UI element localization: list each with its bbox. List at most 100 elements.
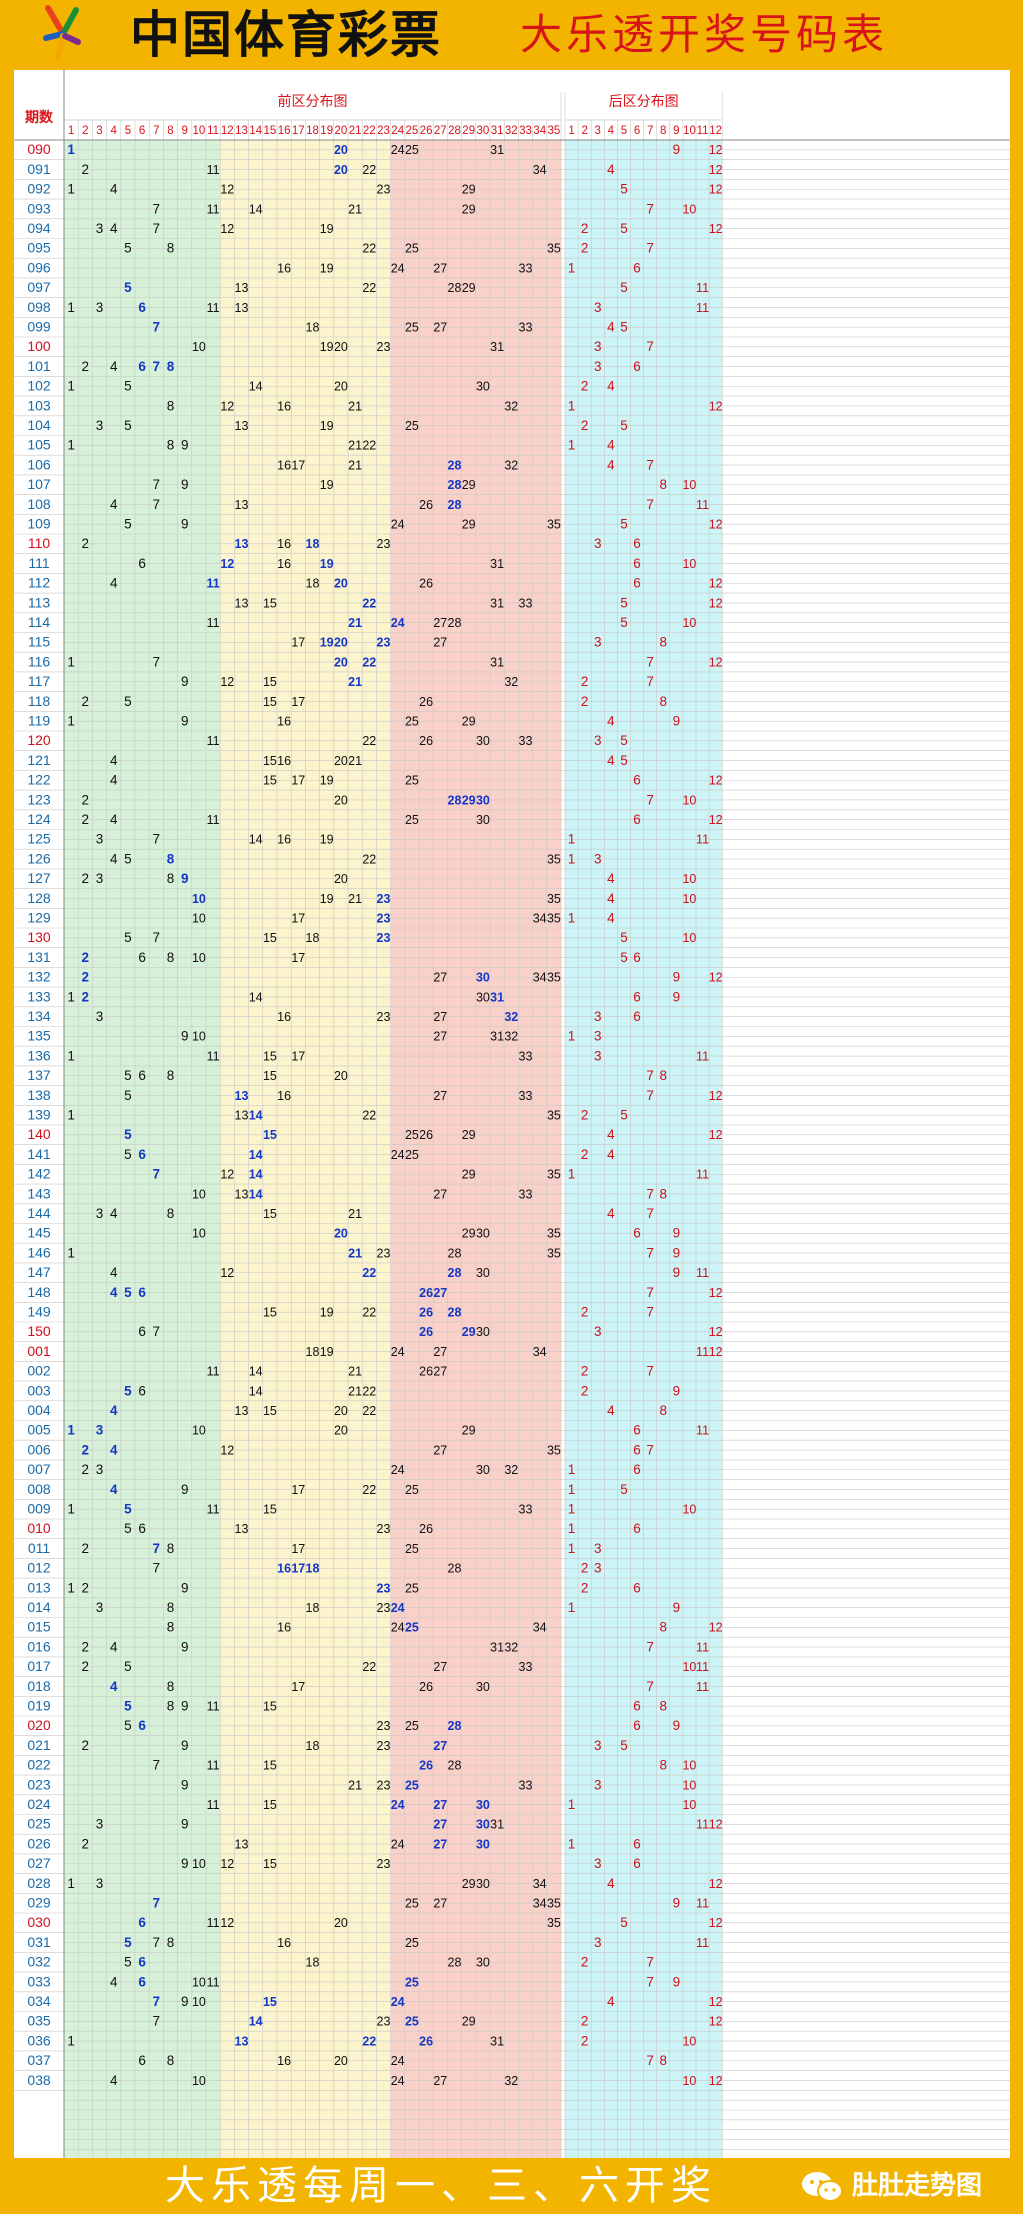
front-number: 21 xyxy=(348,458,362,472)
front-number: 14 xyxy=(249,1384,263,1398)
issue-label: 143 xyxy=(27,1185,51,1201)
front-number: 16 xyxy=(277,1010,291,1024)
lottery-logo-icon xyxy=(43,5,81,61)
front-number: 9 xyxy=(181,516,189,531)
back-number: 5 xyxy=(620,753,628,768)
front-number: 20 xyxy=(334,1227,348,1241)
front-number: 21 xyxy=(348,754,362,768)
front-number: 25 xyxy=(405,1148,419,1162)
issue-label: 135 xyxy=(27,1028,51,1044)
front-column-number: 7 xyxy=(153,125,159,137)
front-number: 30 xyxy=(476,380,490,394)
front-number: 25 xyxy=(405,320,419,334)
back-number: 7 xyxy=(646,1186,654,1201)
front-number: 16 xyxy=(277,399,291,413)
front-number: 22 xyxy=(362,596,376,610)
back-number: 8 xyxy=(659,635,667,650)
issue-label: 020 xyxy=(27,1717,51,1733)
front-number: 4 xyxy=(110,812,118,827)
back-number: 12 xyxy=(709,596,723,610)
front-number: 27 xyxy=(433,1896,447,1910)
front-number: 5 xyxy=(124,1521,132,1536)
back-number: 3 xyxy=(594,1009,602,1024)
front-number: 22 xyxy=(362,242,376,256)
front-number: 6 xyxy=(138,556,146,571)
front-number: 26 xyxy=(419,695,433,709)
front-number: 5 xyxy=(124,516,132,531)
front-number: 18 xyxy=(306,1562,320,1576)
front-number: 25 xyxy=(405,1936,419,1950)
back-number: 2 xyxy=(581,1107,589,1122)
front-number: 25 xyxy=(405,1975,419,1989)
front-number: 17 xyxy=(291,695,305,709)
front-number: 19 xyxy=(320,1305,334,1319)
front-number: 34 xyxy=(533,971,547,985)
issue-label: 118 xyxy=(28,693,51,709)
issue-label: 136 xyxy=(27,1047,51,1063)
front-number: 7 xyxy=(153,1561,161,1576)
front-number: 1 xyxy=(67,438,75,453)
front-number: 25 xyxy=(405,1128,419,1142)
front-number: 27 xyxy=(433,1798,447,1812)
back-column-number: 7 xyxy=(647,125,653,137)
issue-label: 121 xyxy=(27,752,51,768)
issue-label: 107 xyxy=(27,476,51,492)
front-number: 9 xyxy=(181,713,189,728)
back-number: 5 xyxy=(620,1915,628,1930)
issue-label: 133 xyxy=(27,988,51,1004)
front-number: 6 xyxy=(138,1324,146,1339)
front-number: 23 xyxy=(377,1246,391,1260)
footer-schedule-text: 大乐透每周一、三、六开奖 xyxy=(165,2163,717,2209)
front-number: 18 xyxy=(306,1739,320,1753)
back-number: 12 xyxy=(709,2015,723,2029)
front-number: 20 xyxy=(334,577,348,591)
front-number: 5 xyxy=(124,379,132,394)
back-number: 7 xyxy=(646,497,654,512)
issue-label: 091 xyxy=(27,161,51,177)
back-number: 6 xyxy=(633,1856,641,1871)
issue-label: 010 xyxy=(27,1520,51,1536)
front-number: 30 xyxy=(476,971,490,985)
front-number: 4 xyxy=(110,1679,118,1694)
front-number: 26 xyxy=(419,1680,433,1694)
front-number: 10 xyxy=(192,1857,206,1871)
front-number: 9 xyxy=(181,1856,189,1871)
back-number: 10 xyxy=(682,1798,696,1812)
front-number: 11 xyxy=(207,616,220,630)
issue-label: 097 xyxy=(27,279,51,295)
issue-label: 141 xyxy=(27,1146,51,1162)
front-number: 4 xyxy=(110,1974,118,1989)
front-number: 2 xyxy=(82,1580,90,1595)
front-number: 18 xyxy=(306,320,320,334)
back-number: 11 xyxy=(696,281,709,295)
front-number: 11 xyxy=(207,1916,220,1930)
back-number: 1 xyxy=(568,1029,576,1044)
front-number: 19 xyxy=(320,892,334,906)
front-number: 13 xyxy=(235,1837,249,1851)
back-number: 5 xyxy=(620,221,628,236)
issue-label: 009 xyxy=(27,1500,51,1516)
front-number: 34 xyxy=(533,1345,547,1359)
front-number: 21 xyxy=(348,1384,362,1398)
front-number: 26 xyxy=(419,2034,433,2048)
front-number: 8 xyxy=(167,359,175,374)
front-number: 29 xyxy=(462,183,476,197)
back-number: 6 xyxy=(633,812,641,827)
back-number: 11 xyxy=(696,1660,709,1674)
front-number: 15 xyxy=(263,1069,277,1083)
front-number: 4 xyxy=(110,221,118,236)
issue-label: 112 xyxy=(28,575,51,591)
front-number: 28 xyxy=(448,1719,462,1733)
back-number: 1 xyxy=(568,1797,576,1812)
front-number: 1 xyxy=(67,713,75,728)
front-number: 2 xyxy=(82,812,90,827)
front-number: 11 xyxy=(207,1975,220,1989)
front-number: 11 xyxy=(207,202,220,216)
front-number: 31 xyxy=(490,596,504,610)
front-number: 4 xyxy=(110,576,118,591)
front-number: 23 xyxy=(377,1778,391,1792)
front-column-number: 25 xyxy=(406,125,419,137)
issue-label: 127 xyxy=(27,870,51,886)
front-number: 26 xyxy=(419,1128,433,1142)
back-number: 3 xyxy=(594,1048,602,1063)
